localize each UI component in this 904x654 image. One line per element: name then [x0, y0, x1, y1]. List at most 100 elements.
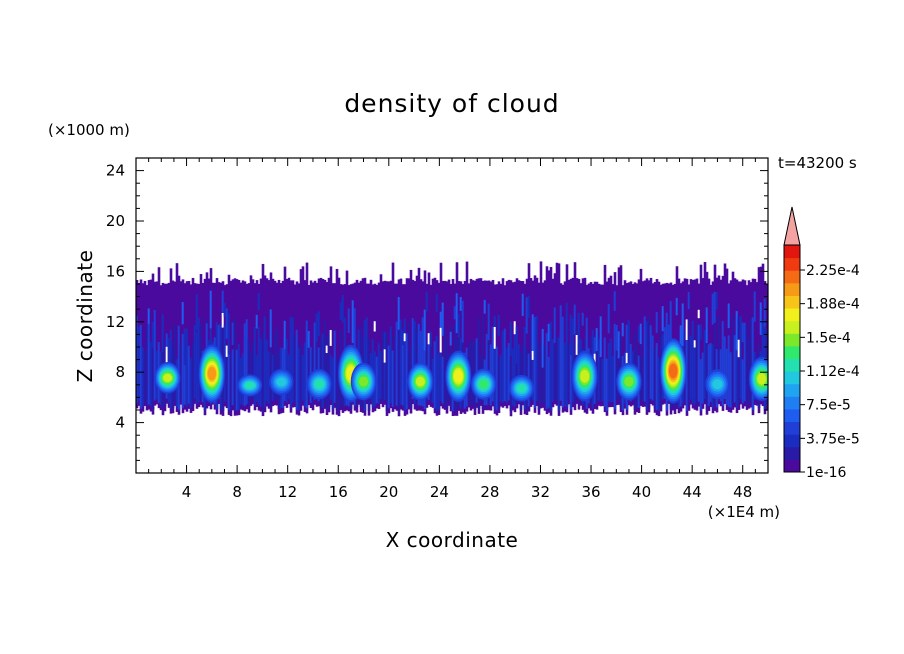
- field-streak: [227, 313, 231, 355]
- field-column: [197, 317, 201, 403]
- colorbar-swatch: [784, 434, 800, 448]
- field-gap: [685, 319, 689, 340]
- field-streak: [531, 314, 535, 355]
- field-column: [479, 278, 483, 406]
- field-column: [505, 347, 509, 404]
- x-tick-label: 20: [379, 483, 398, 501]
- field-column: [269, 322, 273, 408]
- field-column: [143, 351, 147, 401]
- field-column: [749, 318, 753, 403]
- field-streak: [681, 303, 685, 346]
- colorbar-label: 1e-16: [806, 465, 846, 481]
- field-streak: [669, 301, 673, 343]
- cloud-core: [478, 379, 489, 389]
- field-streak: [449, 331, 453, 346]
- field-column: [183, 328, 187, 405]
- field-column: [561, 316, 565, 408]
- x-tick-label: 40: [632, 483, 651, 501]
- field-column: [699, 359, 703, 411]
- colorbar-swatch: [784, 396, 800, 410]
- field-streak: [315, 313, 319, 342]
- field-column: [549, 321, 553, 411]
- field-streak: [581, 312, 585, 326]
- field-column: [605, 358, 609, 411]
- field-column: [253, 326, 257, 406]
- field-column: [567, 344, 571, 400]
- field-column: [393, 334, 397, 405]
- field-column: [695, 322, 699, 406]
- field-column: [555, 262, 559, 406]
- field-gap: [693, 340, 697, 348]
- field-streak: [585, 317, 589, 360]
- field-column: [703, 329, 707, 400]
- field-column: [607, 342, 611, 403]
- field-streak: [573, 304, 577, 335]
- field-column: [151, 330, 155, 410]
- field-column: [255, 280, 259, 407]
- field-streak: [509, 321, 513, 357]
- field-streak: [223, 302, 227, 317]
- field-column: [235, 279, 239, 416]
- field-gap: [403, 333, 407, 342]
- field-column: [257, 326, 261, 406]
- field-column: [157, 267, 161, 409]
- field-column: [543, 345, 547, 406]
- field-column: [743, 322, 747, 402]
- field-column: [379, 351, 383, 400]
- field-column: [487, 328, 491, 406]
- cloud-core: [516, 384, 527, 393]
- field-column: [747, 338, 751, 404]
- field-column: [407, 321, 411, 405]
- field-column: [391, 262, 395, 412]
- y-tick-label: 12: [106, 313, 125, 331]
- field-column: [605, 281, 609, 416]
- x-tick-label: 28: [480, 483, 499, 501]
- x-tick-label: 32: [531, 483, 550, 501]
- field-column: [565, 316, 569, 408]
- field-column: [401, 331, 405, 406]
- field-column: [571, 318, 575, 403]
- field-column: [757, 267, 761, 414]
- field-column: [535, 315, 539, 401]
- field-column: [327, 329, 331, 408]
- field-column: [499, 283, 503, 407]
- field-column: [563, 342, 567, 407]
- field-column: [439, 345, 443, 402]
- field-streak: [615, 325, 619, 351]
- field-streak: [527, 295, 531, 319]
- field-column: [737, 316, 741, 405]
- field-column: [657, 357, 661, 412]
- cloud-core: [668, 363, 678, 379]
- field-column: [307, 343, 311, 401]
- field-streak: [341, 294, 345, 323]
- field-streak: [595, 328, 599, 352]
- field-streak: [353, 308, 357, 347]
- colorbar-swatch: [784, 345, 800, 359]
- field-column: [641, 358, 645, 402]
- field-column: [383, 331, 387, 400]
- colorbar-swatch: [784, 295, 800, 309]
- y-tick-labels: 4 8 12 16 20 24: [106, 162, 125, 432]
- field-column: [381, 330, 385, 403]
- field-column: [441, 356, 445, 404]
- field-column: [717, 315, 721, 400]
- field-column: [179, 281, 183, 405]
- field-column: [395, 333, 399, 406]
- field-column: [137, 326, 141, 401]
- y-tick-label: 8: [115, 363, 125, 381]
- field-streak: [655, 312, 659, 333]
- field-streak: [637, 326, 641, 343]
- field-column: [273, 332, 277, 401]
- field-streak: [351, 300, 355, 344]
- field-column: [555, 336, 559, 401]
- x-tick-labels: 4 8 12 16 20 24 28 32 36 40 44 48: [182, 483, 752, 501]
- field-column: [355, 279, 359, 413]
- field-column: [155, 281, 159, 405]
- density-field: [136, 261, 768, 417]
- colorbar: [783, 206, 801, 473]
- cloud-core: [207, 366, 217, 381]
- colorbar-label: 3.75e-5: [806, 431, 860, 447]
- field-column: [651, 335, 655, 401]
- field-column: [369, 279, 373, 405]
- field-column: [601, 284, 605, 407]
